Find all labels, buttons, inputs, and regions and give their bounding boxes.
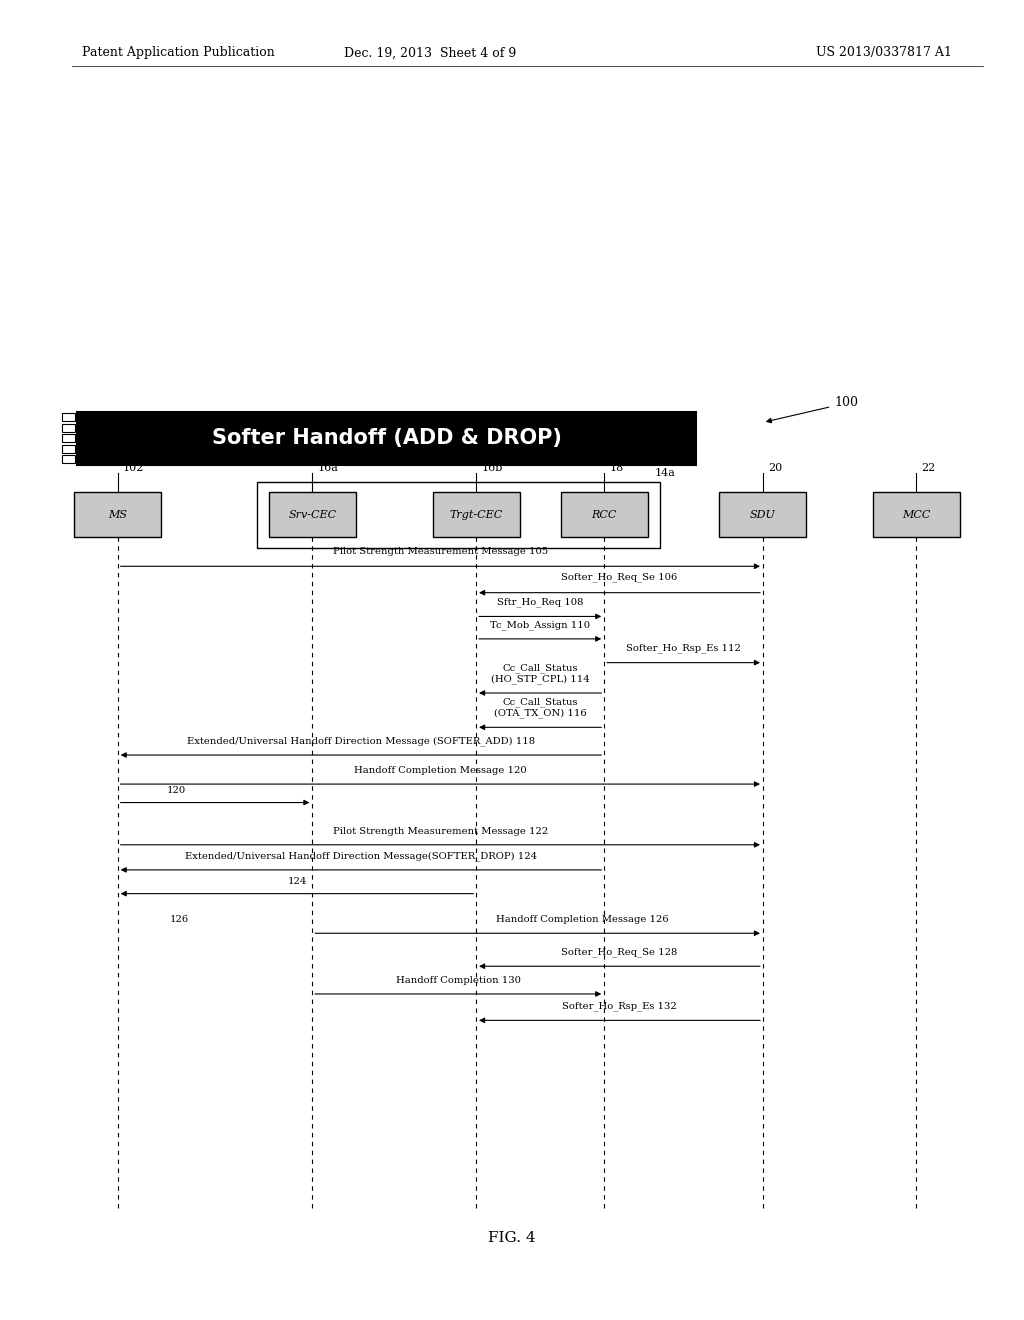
Bar	[256, 482, 659, 548]
Text: 102: 102	[123, 462, 144, 473]
Text: Softer Handoff (ADD & DROP): Softer Handoff (ADD & DROP)	[212, 428, 561, 449]
Bar	[62, 455, 75, 463]
Text: Softer_Ho_Rsp_Es 132: Softer_Ho_Rsp_Es 132	[562, 1002, 677, 1011]
Text: Handoff Completion 130: Handoff Completion 130	[395, 975, 521, 985]
Text: Extended/Universal Handoff Direction Message (SOFTER_ADD) 118: Extended/Universal Handoff Direction Mes…	[187, 737, 535, 746]
Bar	[75, 492, 162, 537]
Text: US 2013/0337817 A1: US 2013/0337817 A1	[816, 46, 952, 59]
Text: MS: MS	[109, 510, 127, 520]
Text: Tc_Mob_Assign 110: Tc_Mob_Assign 110	[490, 620, 590, 630]
Text: 20: 20	[768, 462, 782, 473]
Text: Cc_Call_Status
(OTA_TX_ON) 116: Cc_Call_Status (OTA_TX_ON) 116	[494, 697, 587, 718]
Text: 126: 126	[170, 915, 188, 924]
Text: RCC: RCC	[592, 510, 616, 520]
Bar	[433, 492, 520, 537]
Text: Srv-CEC: Srv-CEC	[289, 510, 336, 520]
Bar	[872, 492, 961, 537]
Bar	[719, 492, 807, 537]
Text: 22: 22	[922, 462, 936, 473]
Text: Trgt-CEC: Trgt-CEC	[450, 510, 503, 520]
Text: FIG. 4: FIG. 4	[488, 1232, 536, 1245]
Text: Dec. 19, 2013  Sheet 4 of 9: Dec. 19, 2013 Sheet 4 of 9	[344, 46, 516, 59]
Bar	[62, 434, 75, 442]
Text: Cc_Call_Status
(HO_STP_CPL) 114: Cc_Call_Status (HO_STP_CPL) 114	[490, 663, 590, 684]
Text: Sftr_Ho_Req 108: Sftr_Ho_Req 108	[497, 598, 584, 607]
Text: Softer_Ho_Rsp_Es 112: Softer_Ho_Rsp_Es 112	[626, 644, 741, 653]
Text: Extended/Universal Handoff Direction Message(SOFTER_DROP) 124: Extended/Universal Handoff Direction Mes…	[185, 851, 537, 861]
Bar	[268, 492, 356, 537]
Text: 14a: 14a	[655, 467, 676, 478]
Text: 18: 18	[609, 462, 624, 473]
Text: 124: 124	[288, 876, 306, 886]
Text: 120: 120	[167, 785, 185, 795]
Bar	[62, 445, 75, 453]
Bar	[62, 424, 75, 432]
Text: Pilot Strength Measurement Message 105: Pilot Strength Measurement Message 105	[333, 546, 548, 556]
Text: 16b: 16b	[481, 462, 503, 473]
Text: 100: 100	[835, 396, 858, 409]
Text: MCC: MCC	[902, 510, 931, 520]
Bar	[62, 413, 75, 421]
Bar	[561, 492, 647, 537]
Text: Pilot Strength Measurement Message 122: Pilot Strength Measurement Message 122	[333, 826, 548, 836]
Text: Patent Application Publication: Patent Application Publication	[82, 46, 274, 59]
Bar	[77, 412, 696, 465]
Text: Handoff Completion Message 120: Handoff Completion Message 120	[354, 766, 526, 775]
Text: Softer_Ho_Req_Se 128: Softer_Ho_Req_Se 128	[561, 948, 678, 957]
Text: 16a: 16a	[317, 462, 338, 473]
Text: SDU: SDU	[750, 510, 776, 520]
Text: Softer_Ho_Req_Se 106: Softer_Ho_Req_Se 106	[561, 573, 678, 582]
Text: Handoff Completion Message 126: Handoff Completion Message 126	[497, 915, 669, 924]
